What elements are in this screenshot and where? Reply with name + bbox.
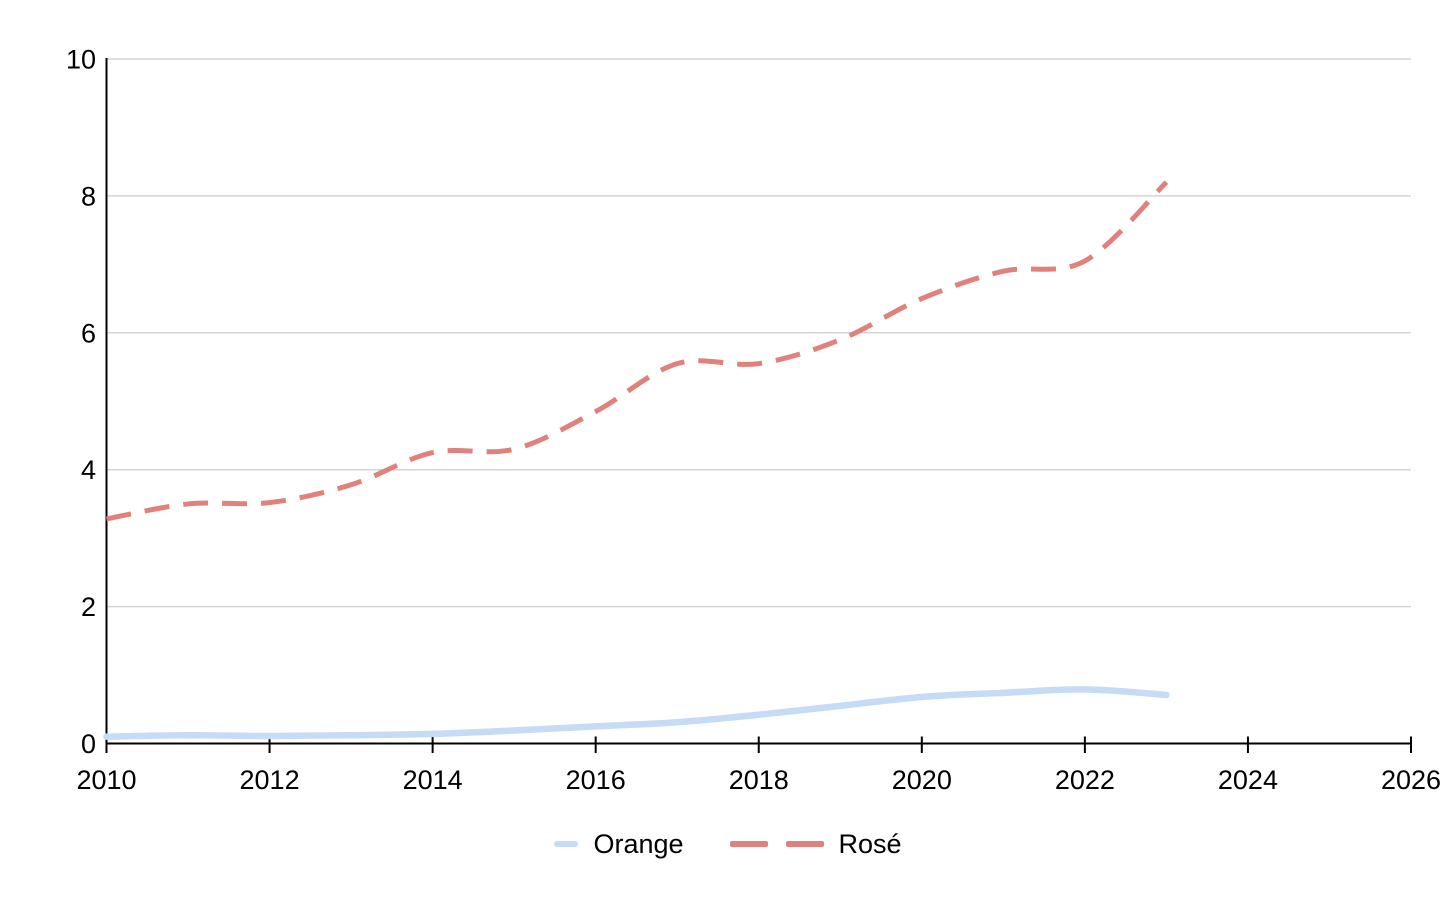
x-axis-ticks bbox=[105, 736, 1412, 753]
rose-series-swatch bbox=[729, 841, 824, 847]
y-axis-tick-label-2: 2 bbox=[81, 592, 96, 622]
series-lines bbox=[103, 180, 1170, 740]
axes bbox=[105, 58, 1411, 753]
y-axis-tick-label-6: 6 bbox=[81, 318, 96, 348]
legend-item-orange: Orange bbox=[554, 826, 684, 862]
rose-series-line bbox=[106, 180, 1169, 522]
legend-label-orange: Orange bbox=[593, 829, 684, 859]
legend: Orange Rosé bbox=[0, 826, 1456, 862]
x-axis-tick-label-2012: 2012 bbox=[240, 765, 300, 795]
legend-item-rose: Rosé bbox=[729, 826, 902, 862]
x-axis-tick-label-2018: 2018 bbox=[729, 765, 789, 795]
x-axis-tick-label-2014: 2014 bbox=[403, 765, 463, 795]
x-axis-tick-label-2026: 2026 bbox=[1381, 765, 1441, 795]
x-axis-tick-label-2024: 2024 bbox=[1218, 765, 1278, 795]
x-axis-labels: 2010 2012 2014 2016 2018 2020 2022 2024 2026 bbox=[76, 765, 1441, 795]
x-axis-tick-label-2020: 2020 bbox=[892, 765, 952, 795]
x-axis-tick-label-2010: 2010 bbox=[76, 765, 136, 795]
y-axis-tick-label-0: 0 bbox=[81, 729, 96, 759]
y-axis-labels: 0 2 4 6 8 10 bbox=[66, 45, 96, 760]
y-axis-tick-label-8: 8 bbox=[81, 181, 96, 211]
orange-series-line bbox=[103, 686, 1170, 740]
y-axis-tick-label-10: 10 bbox=[66, 45, 96, 75]
y-axis-tick-label-4: 4 bbox=[81, 455, 96, 485]
gridlines bbox=[106, 58, 1411, 608]
orange-series-swatch bbox=[554, 841, 579, 847]
x-axis-tick-label-2022: 2022 bbox=[1055, 765, 1115, 795]
legend-label-rose: Rosé bbox=[838, 829, 902, 859]
x-axis-tick-label-2016: 2016 bbox=[566, 765, 626, 795]
